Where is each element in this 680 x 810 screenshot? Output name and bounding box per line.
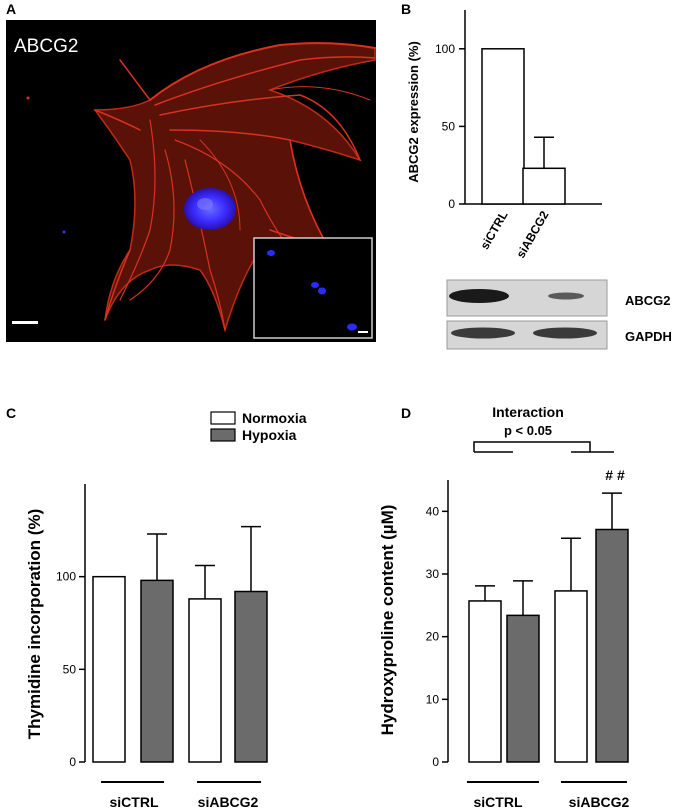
bar-sictrl-normoxia xyxy=(468,600,502,763)
interaction-bracket xyxy=(473,441,591,452)
y-tick-label: 0 xyxy=(448,197,455,211)
band-gapdh-siabcg2 xyxy=(533,327,597,339)
bar-sictrl-normoxia xyxy=(92,575,126,763)
cell-stain xyxy=(93,42,376,333)
panel-d-letter: D xyxy=(401,405,411,421)
y-tick-label: 100 xyxy=(435,42,455,56)
y-tick-label: 0 xyxy=(69,755,76,769)
bar-sictrl xyxy=(481,48,525,205)
blot-label-abcg2: ABCG2 xyxy=(625,293,671,308)
inset-scale-bar xyxy=(358,331,368,333)
y-axis-label: Thymidine incorporation (%) xyxy=(25,509,44,739)
chart-d: 0 10 20 30 40 siCTRL siABCG2 Hydroxyproline con… xyxy=(378,480,630,810)
y-tick-label: 30 xyxy=(426,567,440,581)
legend-label-hypoxia: Hypoxia xyxy=(242,427,297,443)
panel-b-letter: B xyxy=(401,1,411,17)
band-abcg2-sictrl xyxy=(449,289,509,303)
stain-label: ABCG2 xyxy=(14,36,78,57)
y-tick-label: 10 xyxy=(426,692,440,706)
x-group-label: siCTRL xyxy=(474,794,523,810)
bar-siabcg2 xyxy=(522,167,566,205)
blot-label-gapdh: GAPDH xyxy=(625,329,672,344)
inset-control xyxy=(253,237,373,339)
x-group-label: siCTRL xyxy=(110,794,159,810)
inset-nucleus xyxy=(267,250,275,256)
band-abcg2-siabcg2 xyxy=(548,292,584,300)
nucleus xyxy=(184,188,236,230)
panel-a-letter: A xyxy=(6,1,16,17)
legend-swatch-hypoxia xyxy=(210,428,236,442)
bar-siabcg2-normoxia xyxy=(188,598,222,763)
y-axis-label: ABCG2 expression (%) xyxy=(406,41,421,183)
y-axis-label: Hydroxyproline content (µM) xyxy=(378,505,397,736)
y-tick-label: 100 xyxy=(56,570,76,584)
western-blot: ABCG2 GAPDH xyxy=(446,279,672,350)
inset-nucleus xyxy=(318,287,326,295)
x-group-label: siABCG2 xyxy=(198,794,259,810)
speck xyxy=(62,230,66,234)
scale-bar xyxy=(12,321,38,324)
inset-nucleus xyxy=(311,282,319,288)
x-tick-label: siABCG2 xyxy=(513,208,551,260)
y-tick-label: 50 xyxy=(63,662,77,676)
bar-siabcg2-normoxia xyxy=(554,590,588,763)
speck xyxy=(26,96,30,100)
legend-label-normoxia: Normoxia xyxy=(242,410,307,426)
x-group-label: siABCG2 xyxy=(569,794,630,810)
chart-c: 0 50 100 siCTRL siABCG2 Thymidine incorporati… xyxy=(25,410,307,810)
micrograph: ABCG2 xyxy=(6,20,376,342)
bar-siabcg2-hypoxia xyxy=(595,528,629,763)
inset-nucleus xyxy=(347,323,357,331)
interaction-label: Interaction xyxy=(492,404,564,420)
y-tick-label: 0 xyxy=(432,755,439,769)
interaction-annotation: Interaction p < 0.05 # # xyxy=(473,404,625,483)
legend-swatch-normoxia xyxy=(210,411,236,425)
band-gapdh-sictrl xyxy=(451,327,515,339)
y-tick-label: 20 xyxy=(426,630,440,644)
panel-c-letter: C xyxy=(6,405,16,421)
interaction-p-value: p < 0.05 xyxy=(504,423,552,438)
y-tick-label: 40 xyxy=(426,504,440,518)
x-tick-label: siCTRL xyxy=(477,209,510,252)
nucleolus xyxy=(197,198,213,210)
bar-sictrl-hypoxia xyxy=(506,614,540,763)
significance-marker: # # xyxy=(605,467,625,483)
bar-sictrl-hypoxia xyxy=(140,579,174,763)
chart-b: 0 50 100 siCTRL siABCG2 ABCG2 expression (%) xyxy=(406,10,602,261)
y-tick-label: 50 xyxy=(442,119,456,133)
bar-siabcg2-hypoxia xyxy=(234,590,268,763)
